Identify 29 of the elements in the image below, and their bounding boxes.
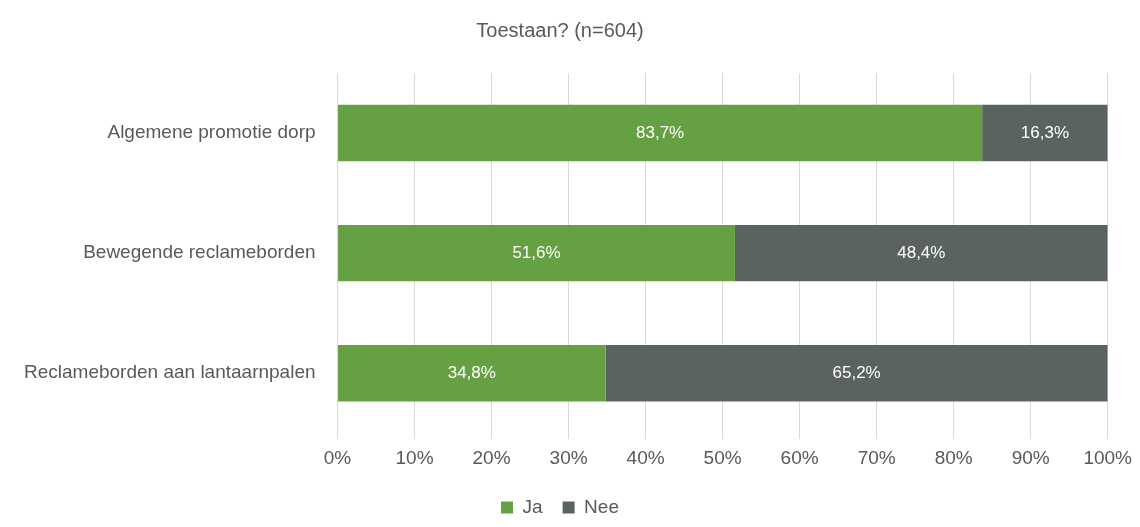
x-tick-label: 30% xyxy=(549,446,588,468)
x-tick-label: 20% xyxy=(472,446,511,468)
data-label: 83,7% xyxy=(636,122,685,142)
y-tick-label: Algemene promotie dorp xyxy=(107,121,316,143)
x-tick-label: 50% xyxy=(703,446,742,468)
data-label: 16,3% xyxy=(1020,122,1070,142)
legend-label: Nee xyxy=(584,495,619,517)
x-tick-label: 40% xyxy=(626,446,665,468)
x-tick-label: 70% xyxy=(857,446,896,468)
x-tick-label: 10% xyxy=(395,446,434,468)
data-label: 51,6% xyxy=(512,242,561,262)
legend-label: Ja xyxy=(522,495,544,517)
x-tick-label: 80% xyxy=(934,446,973,468)
x-tick-label: 90% xyxy=(1011,446,1050,468)
bar xyxy=(734,224,1108,282)
bar xyxy=(982,104,1108,162)
data-label: 34,8% xyxy=(447,362,496,382)
x-tick-label: 0% xyxy=(323,446,352,468)
data-label: 65,2% xyxy=(832,362,881,382)
bar xyxy=(338,224,735,282)
chart-title: Toestaan? (n=604) xyxy=(476,18,644,41)
data-label: 48,4% xyxy=(897,242,946,262)
bar xyxy=(605,344,1108,402)
y-tick-label: Reclameborden aan lantaarnpalen xyxy=(23,361,316,383)
y-tick-label: Bewegende reclameborden xyxy=(83,241,316,263)
bar xyxy=(338,104,983,162)
x-tick-label: 100% xyxy=(1083,446,1133,468)
bar xyxy=(338,344,606,402)
x-tick-label: 60% xyxy=(780,446,819,468)
